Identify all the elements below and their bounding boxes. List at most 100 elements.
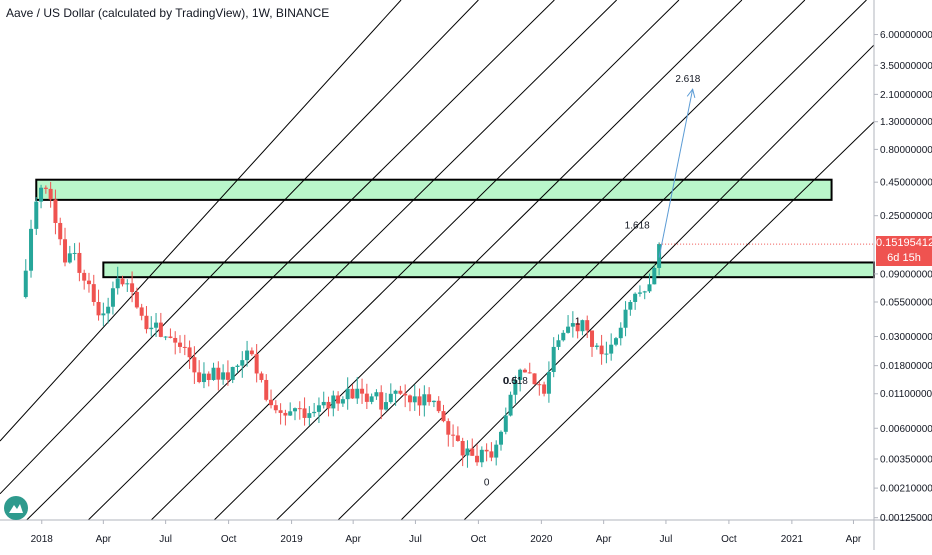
candle-up (106, 306, 111, 314)
candle-up (594, 345, 599, 347)
candle-down (216, 367, 221, 380)
fib-label: 1.618 (625, 220, 650, 231)
tradingview-logo-icon[interactable] (4, 496, 28, 520)
candle-down (192, 357, 197, 373)
fib-label: 0.618 (503, 376, 528, 387)
candle-down (451, 434, 456, 436)
candle-down (364, 393, 369, 402)
candle-down (249, 350, 254, 355)
candle-down (178, 342, 183, 347)
target-arrow-head (686, 88, 696, 99)
candle-up (292, 408, 297, 412)
candle-up (551, 346, 556, 372)
candle-down (134, 291, 139, 308)
candle-down (182, 346, 187, 348)
chart-title: Aave / US Dollar (calculated by TradingV… (6, 6, 330, 20)
candle-up (642, 291, 647, 293)
candle-down (436, 400, 441, 412)
candle-down (139, 307, 144, 316)
channel-line (337, 0, 867, 520)
candle-up (609, 344, 614, 354)
candle-down (475, 455, 480, 463)
candle-up (72, 252, 77, 254)
candle-up (513, 379, 518, 395)
candle-up (431, 400, 436, 403)
candle-up (623, 309, 628, 328)
candle-up (637, 292, 642, 294)
x-tick-label: Oct (471, 534, 487, 545)
x-tick-label: 2019 (280, 534, 303, 545)
candle-up (566, 326, 571, 333)
candle-down (489, 451, 494, 458)
candle-down (264, 379, 269, 400)
x-tick-label: 2020 (530, 534, 553, 545)
candle-down (278, 410, 283, 413)
candle-up (369, 396, 374, 402)
y-tick-label: 0.05500000 (880, 297, 932, 308)
x-tick-label: Oct (721, 534, 737, 545)
x-tick-label: Jul (660, 534, 673, 545)
candle-up (201, 373, 206, 383)
x-axis: 2018 Apr Jul Oct 2019 Apr Jul Oct 2020 Apr Jul Oct 2… (0, 519, 932, 545)
candle-down (407, 395, 412, 403)
candle-down (96, 301, 101, 316)
candle-up (34, 201, 39, 229)
candle-down (120, 278, 125, 285)
y-tick-label: 0.00350000 (880, 454, 932, 465)
x-tick-label: 2021 (781, 534, 804, 545)
candle-down (527, 372, 532, 374)
candles (23, 181, 874, 468)
candle-up (374, 392, 379, 397)
y-axis: 6.00000000 3.50000000 2.10000000 1.30000000… (873, 0, 932, 550)
candle-up (508, 394, 513, 416)
parallel-channel (0, 0, 874, 520)
candle-up (570, 323, 575, 327)
candle-up (110, 288, 115, 307)
candle-up (149, 327, 154, 330)
fib-annotations: 2.618 1.618 1 0.50.618 0 (484, 74, 701, 488)
candle-up (235, 365, 240, 367)
candle-up (556, 340, 561, 347)
candle-down (173, 337, 178, 343)
candle-down (427, 394, 432, 403)
candle-down (48, 188, 53, 200)
y-tick-label: 0.00600000 (880, 424, 932, 435)
y-tick-label: 0.09000000 (880, 269, 932, 280)
channel-line (26, 0, 555, 520)
candle-down (575, 323, 580, 332)
target-arrow-line (658, 89, 694, 258)
candle-down (91, 284, 96, 302)
candle-up (633, 293, 638, 302)
candle-down (144, 315, 149, 330)
candle-down (158, 322, 163, 337)
fib-label: 0.5 (504, 376, 518, 387)
candle-down (187, 347, 192, 358)
candle-down (82, 272, 87, 281)
candle-up (316, 405, 321, 412)
channel-line (400, 44, 874, 520)
candle-down (522, 369, 527, 373)
candle-up (211, 367, 216, 380)
candle-down (417, 396, 422, 406)
candle-down (43, 187, 48, 189)
candle-down (77, 252, 82, 273)
candle-up (221, 372, 226, 380)
candle-down (590, 330, 595, 347)
candle-up (331, 395, 336, 409)
candle-down (537, 384, 542, 386)
candle-down (403, 393, 408, 396)
candle-down (269, 399, 274, 406)
candle-up (518, 369, 523, 380)
y-tick-label: 0.25000000 (880, 211, 932, 222)
candle-down (379, 392, 384, 410)
candle-up (393, 390, 398, 394)
candle-down (336, 395, 341, 404)
candle-down (53, 199, 58, 223)
candle-down (326, 401, 331, 409)
candle-up (546, 371, 551, 394)
x-tick-label: Apr (96, 534, 112, 545)
x-tick-label: Oct (221, 534, 237, 545)
y-tick-label: 0.00125000 (880, 513, 932, 524)
